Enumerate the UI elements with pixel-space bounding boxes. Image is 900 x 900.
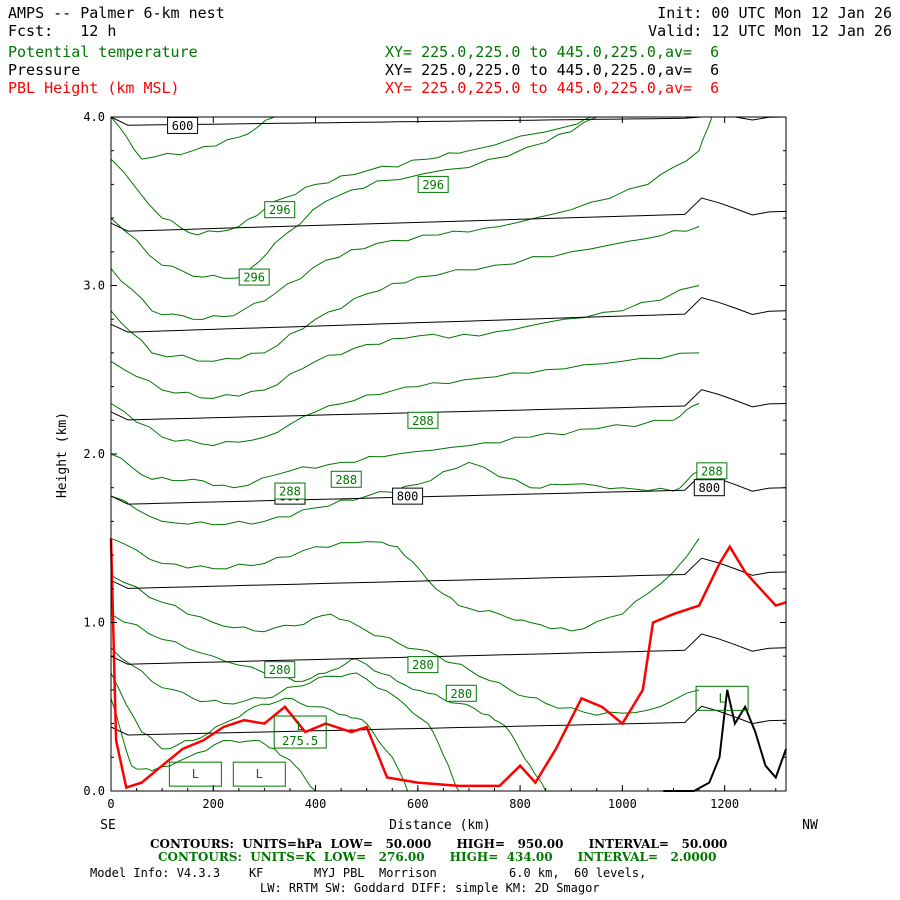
pressure-contour-0 [110,116,787,126]
pressure-contour-6 [110,633,787,665]
theta-label-7: 280 [269,663,291,677]
init-time: Init: 00 UTC Mon 12 Jan 26 [657,4,892,22]
theta-label-2: 296 [243,271,265,285]
field-xy-pbl: XY= 225.0,225.0 to 445.0,225.0,av= 6 [385,79,720,97]
theta-label-6: 288 [701,464,723,478]
pressure-label-0: 600 [172,119,194,133]
theta-label-1-box [264,201,296,219]
x-tick-label-0: 0 [107,797,114,811]
footer-theta-contours: CONTOURS: UNITS=K LOW= 276.00 HIGH= 434.… [158,850,717,864]
pbl-path [109,538,787,790]
y-tick-label-2: 2.0 [83,447,105,461]
low-box-0 [273,715,327,749]
chart-title: AMPS -- Palmer 6-km nest [8,4,225,22]
valid-time: Valid: 12 UTC Mon 12 Jan 26 [648,22,892,40]
low-label-1: L [192,767,199,781]
right-end-label: NW [802,818,818,833]
field-xy-pressure: XY= 225.0,225.0 to 445.0,225.0,av= 6 [385,61,720,79]
theta-label-4-box [330,470,362,488]
pressure-label-2: 800 [397,490,419,504]
low-label-3: L [718,691,725,705]
x-tick-label-4: 800 [509,797,531,811]
theta-contour-14 [110,698,316,792]
theta-contour-1 [110,116,597,236]
theta-label-8: 280 [412,658,434,672]
pressure-label-3-box [693,479,725,497]
y-tick-label-0: 0.0 [83,784,105,798]
theta-label-9: 280 [450,687,472,701]
x-tick-label-3: 600 [407,797,429,811]
x-axis-label: Distance (km) [389,818,491,833]
pressure-contour-3 [110,389,787,421]
theta-label-8-box [407,656,439,674]
pressure-contours [110,116,787,736]
theta-label-5-box [274,482,306,500]
theta-contour-2 [110,116,597,279]
theta-label-9-box [445,684,477,702]
theta-label-5: 288 [279,485,301,499]
theta-label-6-box [696,462,728,480]
pressure-contour-1 [110,197,787,232]
terrain-path [663,689,787,792]
low-box-3 [695,685,749,711]
theta-contours [110,116,713,792]
pressure-contour-2 [110,297,787,333]
pressure-contour-4 [110,473,787,505]
field-label-theta: Potential temperature [8,43,198,61]
x-tick-label-5: 1000 [608,797,637,811]
x-tick-label-2: 400 [305,797,327,811]
pressure-label-3: 800 [698,481,720,495]
theta-contour-6 [110,352,700,447]
field-label-pressure: Pressure [8,61,81,79]
low-value-0: 275.5 [282,734,318,748]
low-label-0: L [297,719,304,733]
y-tick-label-4: 4.0 [83,110,105,124]
forecast-hour: Fcst: 12 h [8,22,117,40]
contour-labels: 6008008008002962962962882882882882802802… [167,116,749,787]
theta-contour-7 [110,403,700,489]
left-end-label: SE [100,818,116,833]
theta-contour-12 [110,647,460,792]
theta-contour-11 [110,613,547,792]
low-box-1 [168,761,222,787]
low-label-2: L [256,767,263,781]
theta-label-0-box [417,175,449,193]
pressure-contour-5 [110,557,787,589]
theta-contour-8 [110,461,700,526]
theta-label-1: 296 [269,203,291,217]
theta-label-7-box [264,661,296,679]
footer-model-info: Model Info: V4.3.3 KF MYJ PBL Morrison 6… [90,866,647,880]
y-tick-label-3: 3.0 [83,279,105,293]
theta-label-4: 288 [335,473,357,487]
theta-contour-4 [110,226,700,362]
theta-contour-3 [110,116,713,320]
footer-pressure-contours: CONTOURS: UNITS=hPa LOW= 50.000 HIGH= 95… [150,837,728,851]
theta-label-0: 296 [422,178,444,192]
axes: 0 200 400 600 800 1000 1200 0.0 1.0 2.0 3.0 4.0 [83,110,786,811]
theta-label-3-box [407,411,439,429]
terrain-line [663,689,787,792]
theta-contour-0 [110,116,275,160]
field-xy-theta: XY= 225.0,225.0 to 445.0,225.0,av= 6 [385,43,720,61]
x-tick-label-6: 1200 [710,797,739,811]
field-label-pbl: PBL Height (km MSL) [8,79,180,97]
pbl-height-line [109,538,787,790]
y-axis-label: Height (km) [55,412,70,498]
theta-contour-10 [110,574,700,716]
pressure-contour-7 [110,705,787,736]
theta-contour-5 [110,285,700,399]
x-tick-label-1: 200 [202,797,224,811]
theta-label-3: 288 [412,414,434,428]
footer-physics-info: LW: RRTM SW: Goddard DIFF: simple KM: 2D… [260,881,600,895]
y-tick-label-1: 1.0 [83,616,105,630]
theta-label-2-box [238,268,270,286]
pressure-label-2-box [392,487,424,505]
low-box-2 [232,761,286,787]
